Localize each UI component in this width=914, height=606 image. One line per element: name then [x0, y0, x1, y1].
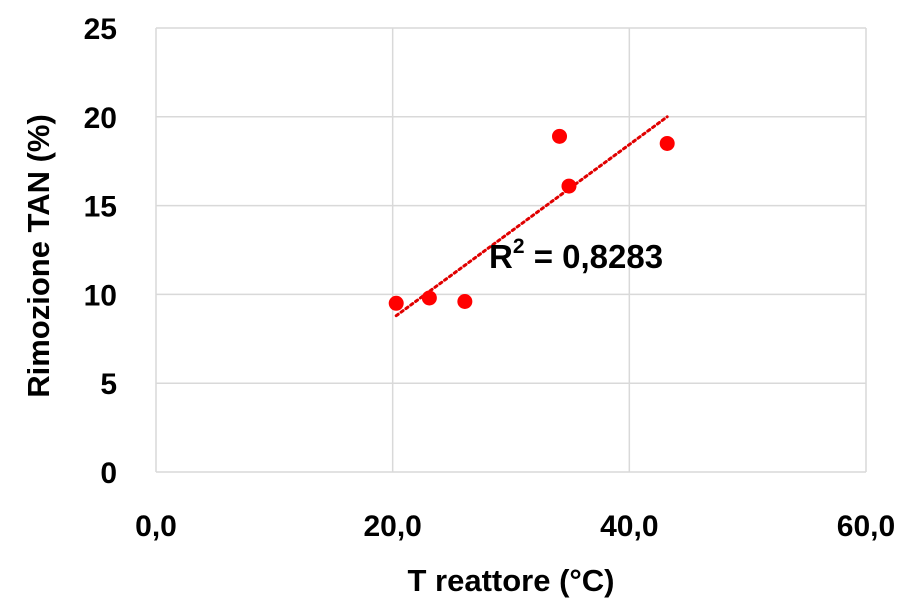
- y-tick-label: 15: [84, 191, 117, 224]
- y-axis-tick-labels: 0 5 10 15 20 25: [84, 13, 117, 490]
- y-tick-label: 25: [84, 13, 117, 46]
- y-tick-label: 0: [100, 457, 117, 490]
- y-axis-title: Rimozione TAN (%): [21, 114, 56, 398]
- data-point: [388, 295, 404, 311]
- x-axis-tick-labels: 0,0 20,0 40,0 60,0: [135, 510, 895, 543]
- x-axis-title: T reattore (°C): [407, 563, 614, 598]
- r-squared-value: = 0,8283: [525, 238, 664, 275]
- data-point: [659, 135, 675, 151]
- r-squared-superscript: 2: [513, 235, 525, 258]
- plot-area: [155, 27, 867, 473]
- data-point: [457, 294, 473, 310]
- x-tick-label: 20,0: [363, 510, 421, 543]
- trendline: [394, 115, 669, 318]
- x-tick-label: 40,0: [600, 510, 658, 543]
- data-point: [421, 290, 437, 306]
- y-tick-label: 10: [84, 279, 117, 312]
- data-point: [561, 178, 577, 194]
- data-points: [388, 128, 675, 311]
- x-tick-label: 60,0: [837, 510, 895, 543]
- r-squared-annotation: R2 = 0,8283: [489, 235, 663, 275]
- gridlines: [155, 27, 867, 472]
- trendline-layer: [394, 115, 669, 318]
- y-tick-label: 20: [84, 102, 117, 135]
- data-point: [552, 128, 568, 144]
- x-tick-label: 0,0: [135, 510, 177, 543]
- r-squared-base: R: [489, 238, 513, 275]
- y-tick-label: 5: [100, 368, 117, 401]
